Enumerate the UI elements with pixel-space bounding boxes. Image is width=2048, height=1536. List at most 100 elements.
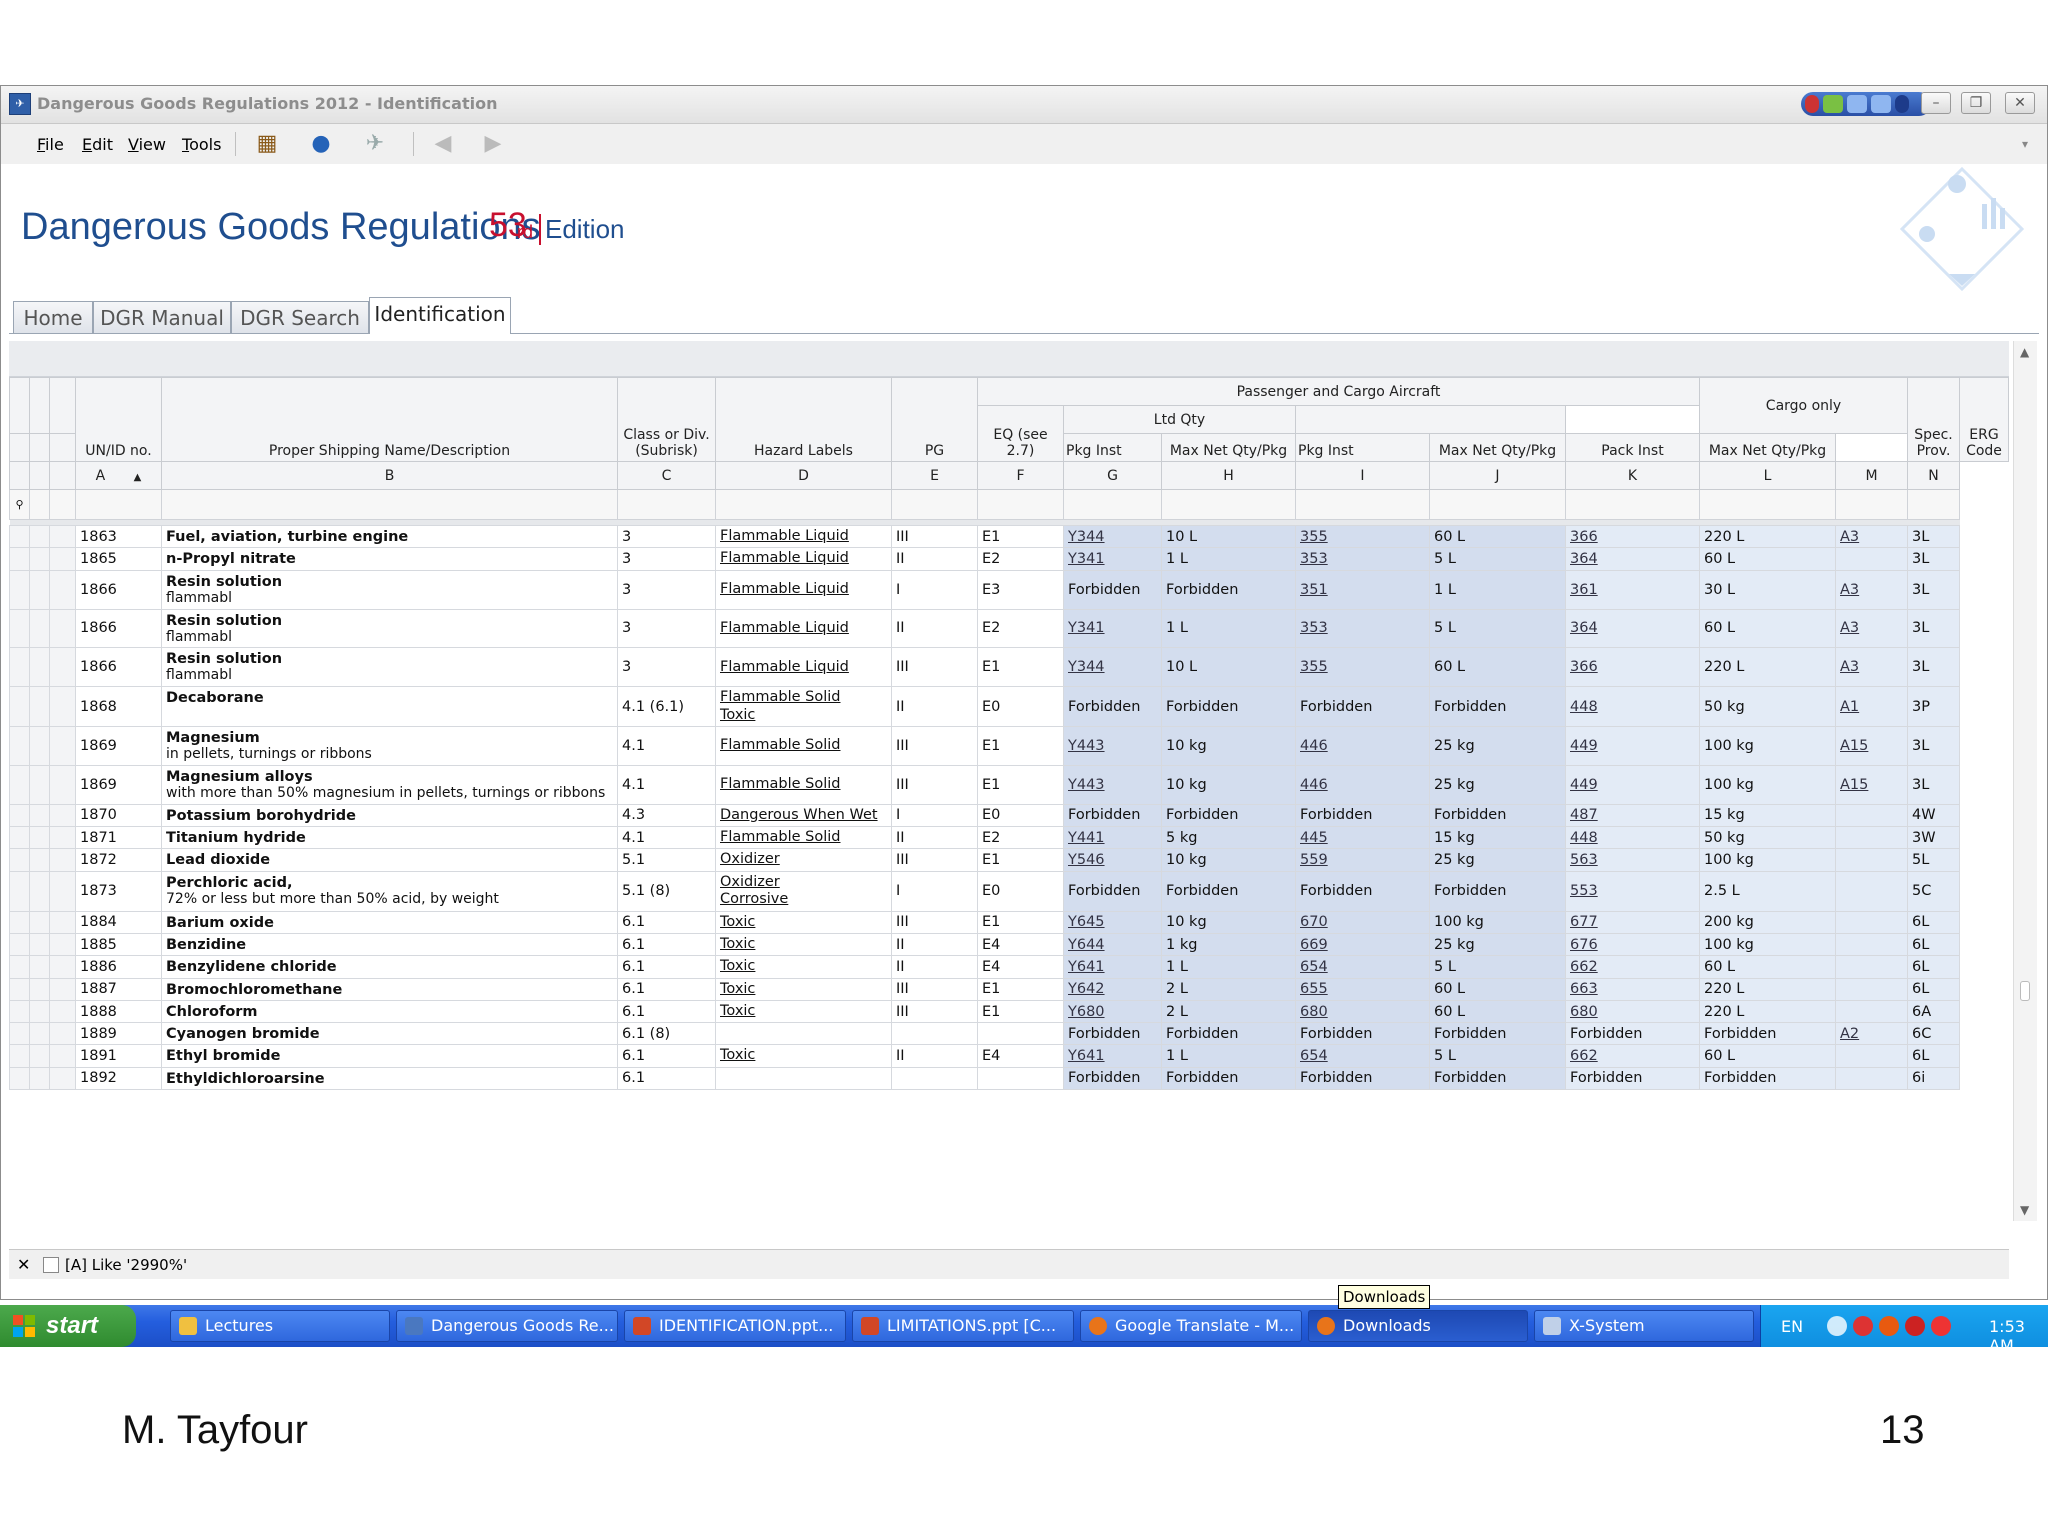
cell-ltd-pkg-inst[interactable]: Y341	[1063, 608, 1162, 649]
col-header-spec-prov[interactable]: Spec. Prov.	[1907, 377, 1960, 462]
cell-pkg-inst[interactable]: 445	[1295, 825, 1430, 850]
language-indicator[interactable]: EN	[1781, 1317, 1804, 1336]
hazard-label-link[interactable]: Flammable Liquid	[720, 550, 849, 567]
tab-dgr-search[interactable]: DGR Search	[231, 301, 369, 333]
cell-cargo-pack-inst[interactable]: 553	[1565, 870, 1700, 912]
filter-cell[interactable]	[1429, 489, 1566, 520]
cell-pkg-inst[interactable]: 669	[1295, 932, 1430, 957]
filter-row[interactable]: ⚲	[9, 489, 2009, 520]
col-header-g[interactable]: Pkg Inst	[1063, 433, 1162, 462]
hazard-label-link[interactable]: Toxic	[720, 1003, 756, 1020]
cell-cargo-pack-inst[interactable]: 563	[1565, 848, 1700, 872]
hazard-label-link[interactable]: Toxic	[720, 1047, 756, 1064]
maximize-button[interactable]: ❐	[1961, 92, 1991, 114]
cell-spec-prov[interactable]: A1	[1835, 686, 1908, 727]
tray-app-icon[interactable]	[1853, 1316, 1873, 1336]
cell-ltd-pkg-inst[interactable]: Y680	[1063, 1000, 1162, 1024]
cell-ltd-pkg-inst[interactable]: Y641	[1063, 955, 1162, 979]
col-letter-l[interactable]: L	[1699, 461, 1836, 490]
cell-cargo-pack-inst[interactable]: 366	[1565, 524, 1700, 549]
filter-cell[interactable]	[29, 489, 50, 520]
col-letter-e[interactable]: E	[891, 461, 978, 490]
cell-spec-prov[interactable]: A15	[1835, 764, 1908, 805]
tray-antivirus-icon[interactable]	[1931, 1316, 1951, 1336]
col-letter-c[interactable]: C	[617, 461, 716, 490]
table-row[interactable]: 1871 Titanium hydride 4.1 Flammable Solid II…	[9, 825, 2009, 850]
cell-cargo-pack-inst[interactable]: 364	[1565, 547, 1700, 571]
table-row[interactable]: 1865 n-Propyl nitrate 3 Flammable Liquid II E…	[9, 547, 2009, 571]
globe-icon[interactable]: ●	[311, 131, 331, 156]
package-icon[interactable]: ▦	[256, 131, 278, 156]
hazard-label-link[interactable]: Flammable Solid	[720, 689, 841, 706]
task-identification-ppt[interactable]: IDENTIFICATION.ppt...	[624, 1310, 846, 1342]
filter-cell[interactable]	[1161, 489, 1296, 520]
cell-pkg-inst[interactable]: 670	[1295, 910, 1430, 934]
cell-pkg-inst[interactable]: 654	[1295, 1044, 1430, 1068]
cell-ltd-pkg-inst[interactable]: Y546	[1063, 848, 1162, 872]
cell-cargo-pack-inst[interactable]: 663	[1565, 977, 1700, 1002]
col-header-l[interactable]: Max Net Qty/Pkg	[1699, 433, 1836, 462]
col-letter-k[interactable]: K	[1565, 461, 1700, 490]
cell-ltd-pkg-inst[interactable]: Y641	[1063, 1044, 1162, 1068]
col-letter-d[interactable]: D	[715, 461, 892, 490]
filter-cell[interactable]	[1835, 489, 1908, 520]
cell-cargo-pack-inst[interactable]: 448	[1565, 825, 1700, 850]
task-google-translate[interactable]: Google Translate - M...	[1080, 1310, 1302, 1342]
filter-cell[interactable]	[161, 489, 618, 520]
cell-pkg-inst[interactable]: 446	[1295, 764, 1430, 805]
cell-cargo-pack-inst[interactable]: 448	[1565, 686, 1700, 727]
start-button[interactable]: start	[0, 1305, 136, 1347]
table-row[interactable]: 1868 Decaborane 4.1 (6.1) Flammable Solid To…	[9, 686, 2009, 727]
cell-ltd-pkg-inst[interactable]: Y642	[1063, 977, 1162, 1002]
scroll-down-icon[interactable]: ▼	[2020, 1203, 2030, 1217]
hazard-label-link[interactable]: Toxic	[720, 913, 756, 930]
clear-filter-icon[interactable]: ✕	[17, 1255, 31, 1274]
col-header-name[interactable]: Proper Shipping Name/Description	[161, 377, 618, 462]
filter-cell[interactable]	[617, 489, 716, 520]
table-row[interactable]: 1863 Fuel, aviation, turbine engine 3 Flamm…	[9, 524, 2009, 549]
arrow-icon[interactable]	[1895, 95, 1909, 113]
filter-cell[interactable]	[715, 489, 892, 520]
window-icon[interactable]	[1847, 95, 1867, 113]
col-header-pg[interactable]: PG	[891, 377, 978, 462]
cell-ltd-pkg-inst[interactable]: Y443	[1063, 725, 1162, 766]
col-header-erg[interactable]: ERG Code	[1959, 377, 2009, 462]
cell-spec-prov[interactable]: A2	[1835, 1022, 1908, 1046]
hazard-label-link[interactable]: Corrosive	[720, 891, 789, 908]
filter-cell[interactable]	[1295, 489, 1430, 520]
table-row[interactable]: 1888 Chloroform 6.1 Toxic III E1 Y680 2 L 680 60 …	[9, 1000, 2009, 1024]
display-icon[interactable]	[1823, 95, 1843, 113]
tab-identification[interactable]: Identification	[369, 297, 511, 334]
cell-cargo-pack-inst[interactable]: 662	[1565, 955, 1700, 979]
cell-cargo-pack-inst[interactable]: 366	[1565, 647, 1700, 688]
table-row[interactable]: 1870 Potassium borohydride 4.3 Dangerous Wh…	[9, 803, 2009, 827]
cell-cargo-pack-inst[interactable]: 364	[1565, 608, 1700, 649]
filter-cell[interactable]	[75, 489, 162, 520]
col-header-j[interactable]: Max Net Qty/Pkg	[1429, 433, 1566, 462]
col-header-labels[interactable]: Hazard Labels	[715, 377, 892, 462]
table-row[interactable]: 1892 Ethyldichloroarsine 6.1 Forbidden Forbi…	[9, 1066, 2009, 1090]
table-row[interactable]: 1885 Benzidine 6.1 Toxic II E4 Y644 1 kg 669 25 k…	[9, 932, 2009, 957]
hazard-label-link[interactable]: Oxidizer	[720, 851, 780, 868]
table-row[interactable]: 1873 Perchloric acid, 72% or less but more…	[9, 870, 2009, 912]
hazard-label-link[interactable]: Flammable Solid	[720, 828, 841, 845]
filter-cell[interactable]	[49, 489, 76, 520]
cell-cargo-pack-inst[interactable]: 449	[1565, 725, 1700, 766]
tab-dgr-manual[interactable]: DGR Manual	[93, 301, 231, 333]
tray-arrow-icon[interactable]	[1827, 1316, 1847, 1336]
col-header-class[interactable]: Class or Div. (Subrisk)	[617, 377, 716, 462]
col-letter-f[interactable]: F	[977, 461, 1064, 490]
cell-ltd-pkg-inst[interactable]: Y443	[1063, 764, 1162, 805]
table-row[interactable]: 1887 Bromochloromethane 6.1 Toxic III E1 Y642 2…	[9, 977, 2009, 1002]
cell-ltd-pkg-inst[interactable]: Y441	[1063, 825, 1162, 850]
hazard-label-link[interactable]: Toxic	[720, 706, 756, 723]
filter-cell[interactable]	[1565, 489, 1700, 520]
tray-security-icon[interactable]	[1905, 1316, 1925, 1336]
cell-pkg-inst[interactable]: 355	[1295, 647, 1430, 688]
task-lectures[interactable]: Lectures	[170, 1310, 390, 1342]
table-row[interactable]: 1884 Barium oxide 6.1 Toxic III E1 Y645 10 kg 67…	[9, 910, 2009, 934]
cell-cargo-pack-inst[interactable]: 662	[1565, 1044, 1700, 1068]
hazard-label-link[interactable]: Toxic	[720, 980, 756, 997]
vertical-scrollbar[interactable]: ▲ ▼	[2013, 341, 2037, 1221]
hazard-label-link[interactable]: Toxic	[720, 935, 756, 952]
